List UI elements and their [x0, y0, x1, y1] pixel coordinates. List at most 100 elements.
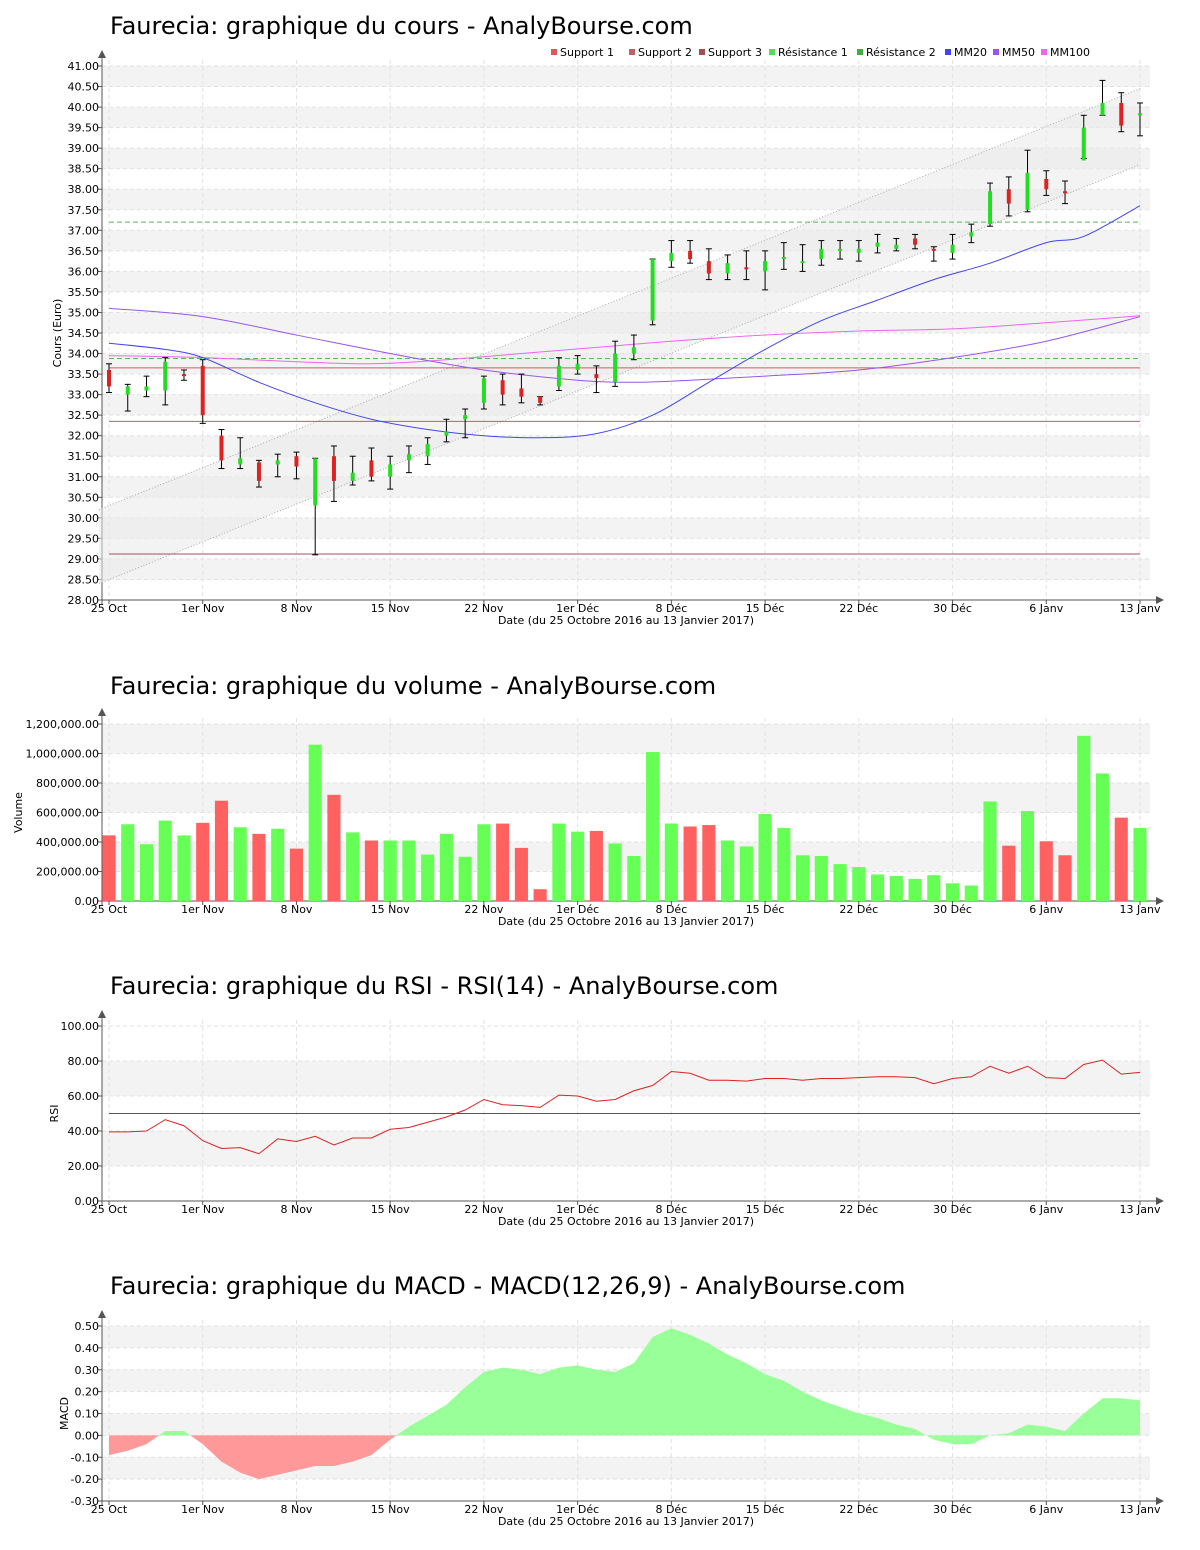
mm20-line [108, 205, 1141, 439]
candle-body [256, 462, 261, 481]
mm100-line [108, 315, 1141, 365]
rsi-xtick-label: 8 Déc [655, 1203, 687, 1216]
volume-xtick-label: 1er Nov [181, 903, 225, 916]
candle-body [538, 396, 543, 403]
price-xtick-label: 8 Nov [280, 602, 312, 615]
volume-y-axis-label: Volume [12, 792, 25, 833]
rsi-xtick-label: 1er Déc [556, 1203, 599, 1216]
volume-bar [346, 832, 360, 901]
rsi-title: Faurecia: graphique du RSI - RSI(14) - A… [110, 972, 778, 1000]
volume-bar [177, 835, 191, 901]
candle-body [200, 365, 205, 416]
volume-y-axis-arrow [98, 708, 106, 716]
candle-body [744, 267, 749, 270]
volume-bar [196, 822, 210, 901]
volume-bar [439, 833, 453, 901]
candle-body [444, 431, 449, 436]
rsi-y-axis-arrow [98, 1010, 106, 1018]
volume-bar [533, 889, 547, 901]
volume-bar [777, 827, 791, 901]
macd-xtick-label: 22 Déc [839, 1503, 878, 1516]
price-xtick-label: 13 Janv [1120, 602, 1161, 615]
candle-body [800, 261, 805, 264]
price-xtick-label: 8 Déc [655, 602, 687, 615]
volume-bar [664, 823, 678, 901]
macd-y-axis-arrow [98, 1310, 106, 1318]
trend-channel [99, 88, 1140, 584]
candle-body [763, 261, 768, 272]
volume-x-axis-label: Date (du 25 Octobre 2016 au 13 Janvier 2… [498, 915, 754, 928]
volume-bar [308, 744, 322, 901]
candle-body [369, 460, 374, 477]
rsi-xtick-label: 15 Déc [746, 1203, 785, 1216]
volume-bar [945, 883, 960, 901]
volume-bar [889, 875, 903, 901]
price-ytick-label: 37.00 [68, 224, 100, 237]
candle-body [144, 386, 149, 391]
candle-body [988, 191, 993, 225]
macd-xtick-label: 1er Déc [556, 1503, 599, 1516]
macd-x-axis-arrow [1156, 1497, 1164, 1505]
rsi-ytick-label: 0.00 [75, 1195, 100, 1208]
volume-bar [571, 831, 585, 901]
volume-bar [458, 856, 472, 901]
candle-body [1044, 178, 1049, 190]
volume-xtick-label: 8 Déc [655, 903, 687, 916]
volume-xtick-label: 15 Nov [371, 903, 410, 916]
candle-body [313, 458, 318, 506]
volume-bar [589, 830, 603, 901]
volume-bar [683, 826, 697, 901]
macd-negative-area [190, 1435, 397, 1480]
volume-bar [1039, 841, 1053, 901]
volume-bar [758, 813, 772, 901]
price-ytick-label: 38.50 [68, 163, 100, 176]
macd-y-axis-label: MACD [58, 1397, 71, 1430]
rsi-xtick-label: 6 Janv [1029, 1203, 1063, 1216]
price-ytick-label: 28.50 [68, 573, 100, 586]
legend-swatch [629, 49, 635, 55]
trend-channel-upper [98, 88, 1141, 511]
volume-bar [814, 856, 828, 901]
volume-ytick-label: 600,000.00 [36, 807, 99, 820]
candle-body [331, 456, 336, 481]
price-ytick-label: 31.00 [68, 471, 100, 484]
volume-bar [983, 801, 997, 901]
rsi-xtick-label: 22 Nov [464, 1203, 503, 1216]
price-grid-band [102, 271, 1150, 292]
candle-body [163, 361, 168, 391]
macd-title: Faurecia: graphique du MACD - MACD(12,26… [110, 1272, 905, 1300]
price-grid-band [102, 107, 1150, 128]
price-xtick-label: 30 Déc [933, 602, 972, 615]
price-ytick-label: 30.00 [68, 512, 100, 525]
legend-swatch [993, 49, 999, 55]
price-ytick-label: 31.50 [68, 450, 100, 463]
candle-body [950, 244, 955, 253]
price-y-axis-arrow [98, 50, 106, 58]
volume-grid-band [102, 783, 1150, 813]
volume-chart: Faurecia: graphique du volume - AnalyBou… [12, 672, 1164, 928]
macd-xtick-label: 1er Nov [181, 1503, 225, 1516]
price-ytick-label: 40.50 [68, 81, 100, 94]
candle-body [181, 374, 186, 377]
candle-body [388, 464, 393, 477]
price-ytick-label: 36.50 [68, 245, 100, 258]
price-grid-band [102, 476, 1150, 498]
macd-x-axis-label: Date (du 25 Octobre 2016 au 13 Janvier 2… [498, 1515, 754, 1528]
macd-xtick-label: 6 Janv [1029, 1503, 1063, 1516]
price-ytick-label: 33.00 [68, 389, 100, 402]
legend-swatch [857, 49, 863, 55]
volume-bar [871, 874, 885, 901]
rsi-xtick-label: 25 Oct [91, 1203, 128, 1216]
candle-body [238, 458, 243, 465]
price-ytick-label: 39.00 [68, 142, 100, 155]
volume-ytick-label: 0.00 [75, 895, 100, 908]
candle-body [1138, 113, 1142, 116]
macd-positive-area [926, 1398, 1140, 1445]
volume-bar [383, 840, 397, 901]
macd-negative-area [109, 1435, 159, 1456]
candle-body [556, 365, 561, 387]
rsi-xtick-label: 13 Janv [1120, 1203, 1161, 1216]
legend-label: MM20 [954, 46, 987, 59]
volume-ytick-label: 1,200,000.00 [26, 718, 99, 731]
candle-body [1063, 191, 1068, 194]
